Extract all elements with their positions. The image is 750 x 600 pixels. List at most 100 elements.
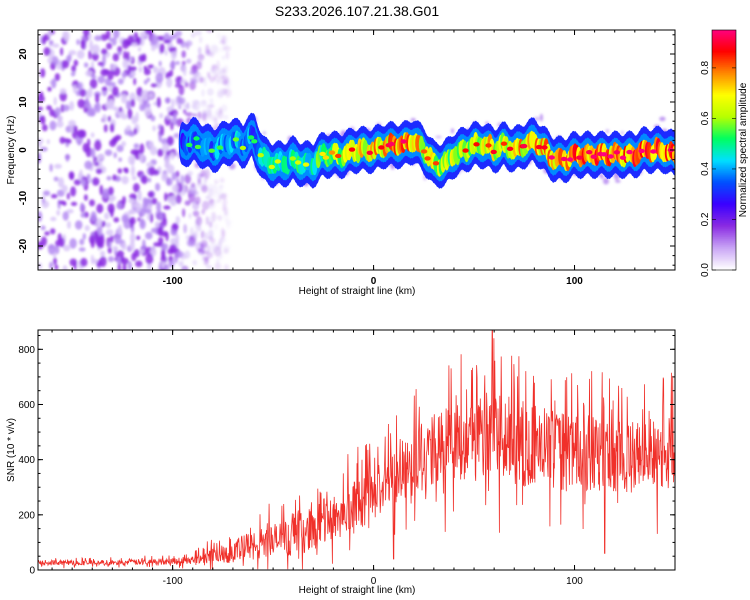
colorbar-step	[712, 208, 736, 211]
noise-speckle	[109, 99, 115, 109]
noise-speckle	[169, 151, 175, 160]
noise-speckle	[69, 258, 78, 267]
noise-speckle	[108, 37, 114, 42]
colorbar-step	[712, 46, 736, 49]
colorbar-step	[712, 232, 736, 235]
noise-speckle	[76, 39, 80, 46]
ridge-peak	[289, 156, 296, 161]
noise-speckle	[48, 40, 54, 45]
noise-speckle	[185, 112, 193, 117]
noise-speckle	[176, 250, 184, 258]
noise-speckle	[105, 30, 111, 40]
noise-speckle	[164, 49, 168, 56]
noise-speckle	[105, 229, 114, 236]
noise-speckle	[225, 50, 230, 60]
noise-speckle	[220, 88, 229, 96]
noise-speckle	[191, 99, 200, 105]
noise-speckle	[142, 239, 146, 251]
noise-speckle	[221, 55, 226, 61]
noise-speckle	[173, 254, 179, 264]
noise-speckle	[113, 217, 120, 223]
noise-speckle	[226, 84, 231, 90]
noise-speckle	[189, 226, 194, 237]
noise-speckle	[94, 139, 102, 151]
noise-speckle	[107, 247, 113, 254]
ridge-peak	[232, 137, 240, 142]
noise-speckle	[203, 76, 207, 87]
noise-speckle	[108, 256, 114, 263]
noise-speckle	[61, 60, 69, 69]
noise-speckle	[112, 245, 119, 251]
noise-speckle	[148, 141, 154, 149]
noise-speckle	[65, 153, 69, 162]
noise-speckle	[171, 98, 175, 109]
noise-speckle	[133, 249, 140, 258]
noise-speckle	[184, 173, 191, 184]
noise-speckle	[54, 73, 61, 82]
colorbar-step	[712, 86, 736, 89]
noise-speckle	[141, 175, 148, 185]
colorbar-step	[712, 132, 736, 135]
noise-speckle	[208, 221, 213, 229]
noise-speckle	[161, 243, 169, 251]
ridge-peak	[319, 151, 326, 157]
noise-speckle	[68, 171, 75, 180]
colorbar-step	[712, 162, 736, 165]
noise-speckle	[124, 168, 129, 174]
noise-speckle	[129, 240, 135, 251]
colorbar-step	[712, 40, 736, 43]
noise-speckle	[62, 265, 68, 270]
noise-speckle	[192, 210, 200, 217]
colorbar-step	[712, 104, 736, 107]
ridge-peak	[322, 155, 330, 160]
noise-speckle	[116, 144, 124, 153]
noise-speckle	[66, 192, 70, 200]
noise-speckle	[195, 61, 202, 70]
noise-speckle	[41, 124, 48, 132]
y-tick-label: 10	[18, 96, 29, 108]
noise-speckle	[96, 203, 104, 214]
noise-speckle	[84, 160, 93, 170]
noise-speckle	[215, 199, 220, 204]
noise-speckle	[108, 186, 114, 196]
noise-speckle	[130, 149, 139, 156]
noise-speckle	[70, 71, 76, 77]
noise-speckle	[158, 60, 162, 67]
noise-speckle	[121, 93, 128, 104]
colorbar-step	[712, 36, 736, 39]
ridge-halo	[615, 179, 621, 183]
noise-speckle	[201, 255, 208, 262]
ridge-halo	[450, 128, 455, 134]
ridge-peak	[388, 141, 395, 147]
y-tick-label: -10	[18, 190, 29, 205]
colorbar-step	[712, 78, 736, 81]
noise-speckle	[173, 112, 177, 119]
colorbar-step	[712, 252, 736, 255]
colorbar-step	[712, 264, 736, 267]
noise-speckle	[131, 42, 138, 47]
noise-speckle	[161, 261, 165, 270]
noise-speckle	[99, 256, 107, 267]
noise-speckle	[133, 143, 140, 149]
colorbar-step	[712, 184, 736, 187]
ridge-peak	[566, 157, 574, 162]
noise-speckle	[154, 221, 160, 229]
noise-speckle	[106, 42, 113, 50]
noise-speckle	[157, 148, 164, 157]
noise-speckle	[184, 200, 191, 206]
noise-speckle	[38, 262, 43, 269]
noise-speckle	[143, 68, 151, 76]
noise-speckle	[214, 179, 219, 185]
ridge-peak	[208, 148, 215, 153]
noise-speckle	[40, 115, 46, 125]
noise-speckle	[163, 205, 171, 210]
noise-speckle	[83, 194, 88, 201]
noise-speckle	[212, 45, 220, 55]
noise-speckle	[168, 47, 176, 52]
noise-speckle	[171, 184, 179, 193]
noise-speckle	[90, 254, 94, 265]
noise-speckle	[143, 209, 152, 214]
noise-speckle	[77, 82, 83, 90]
colorbar-step	[712, 204, 736, 207]
noise-speckle	[107, 70, 114, 81]
